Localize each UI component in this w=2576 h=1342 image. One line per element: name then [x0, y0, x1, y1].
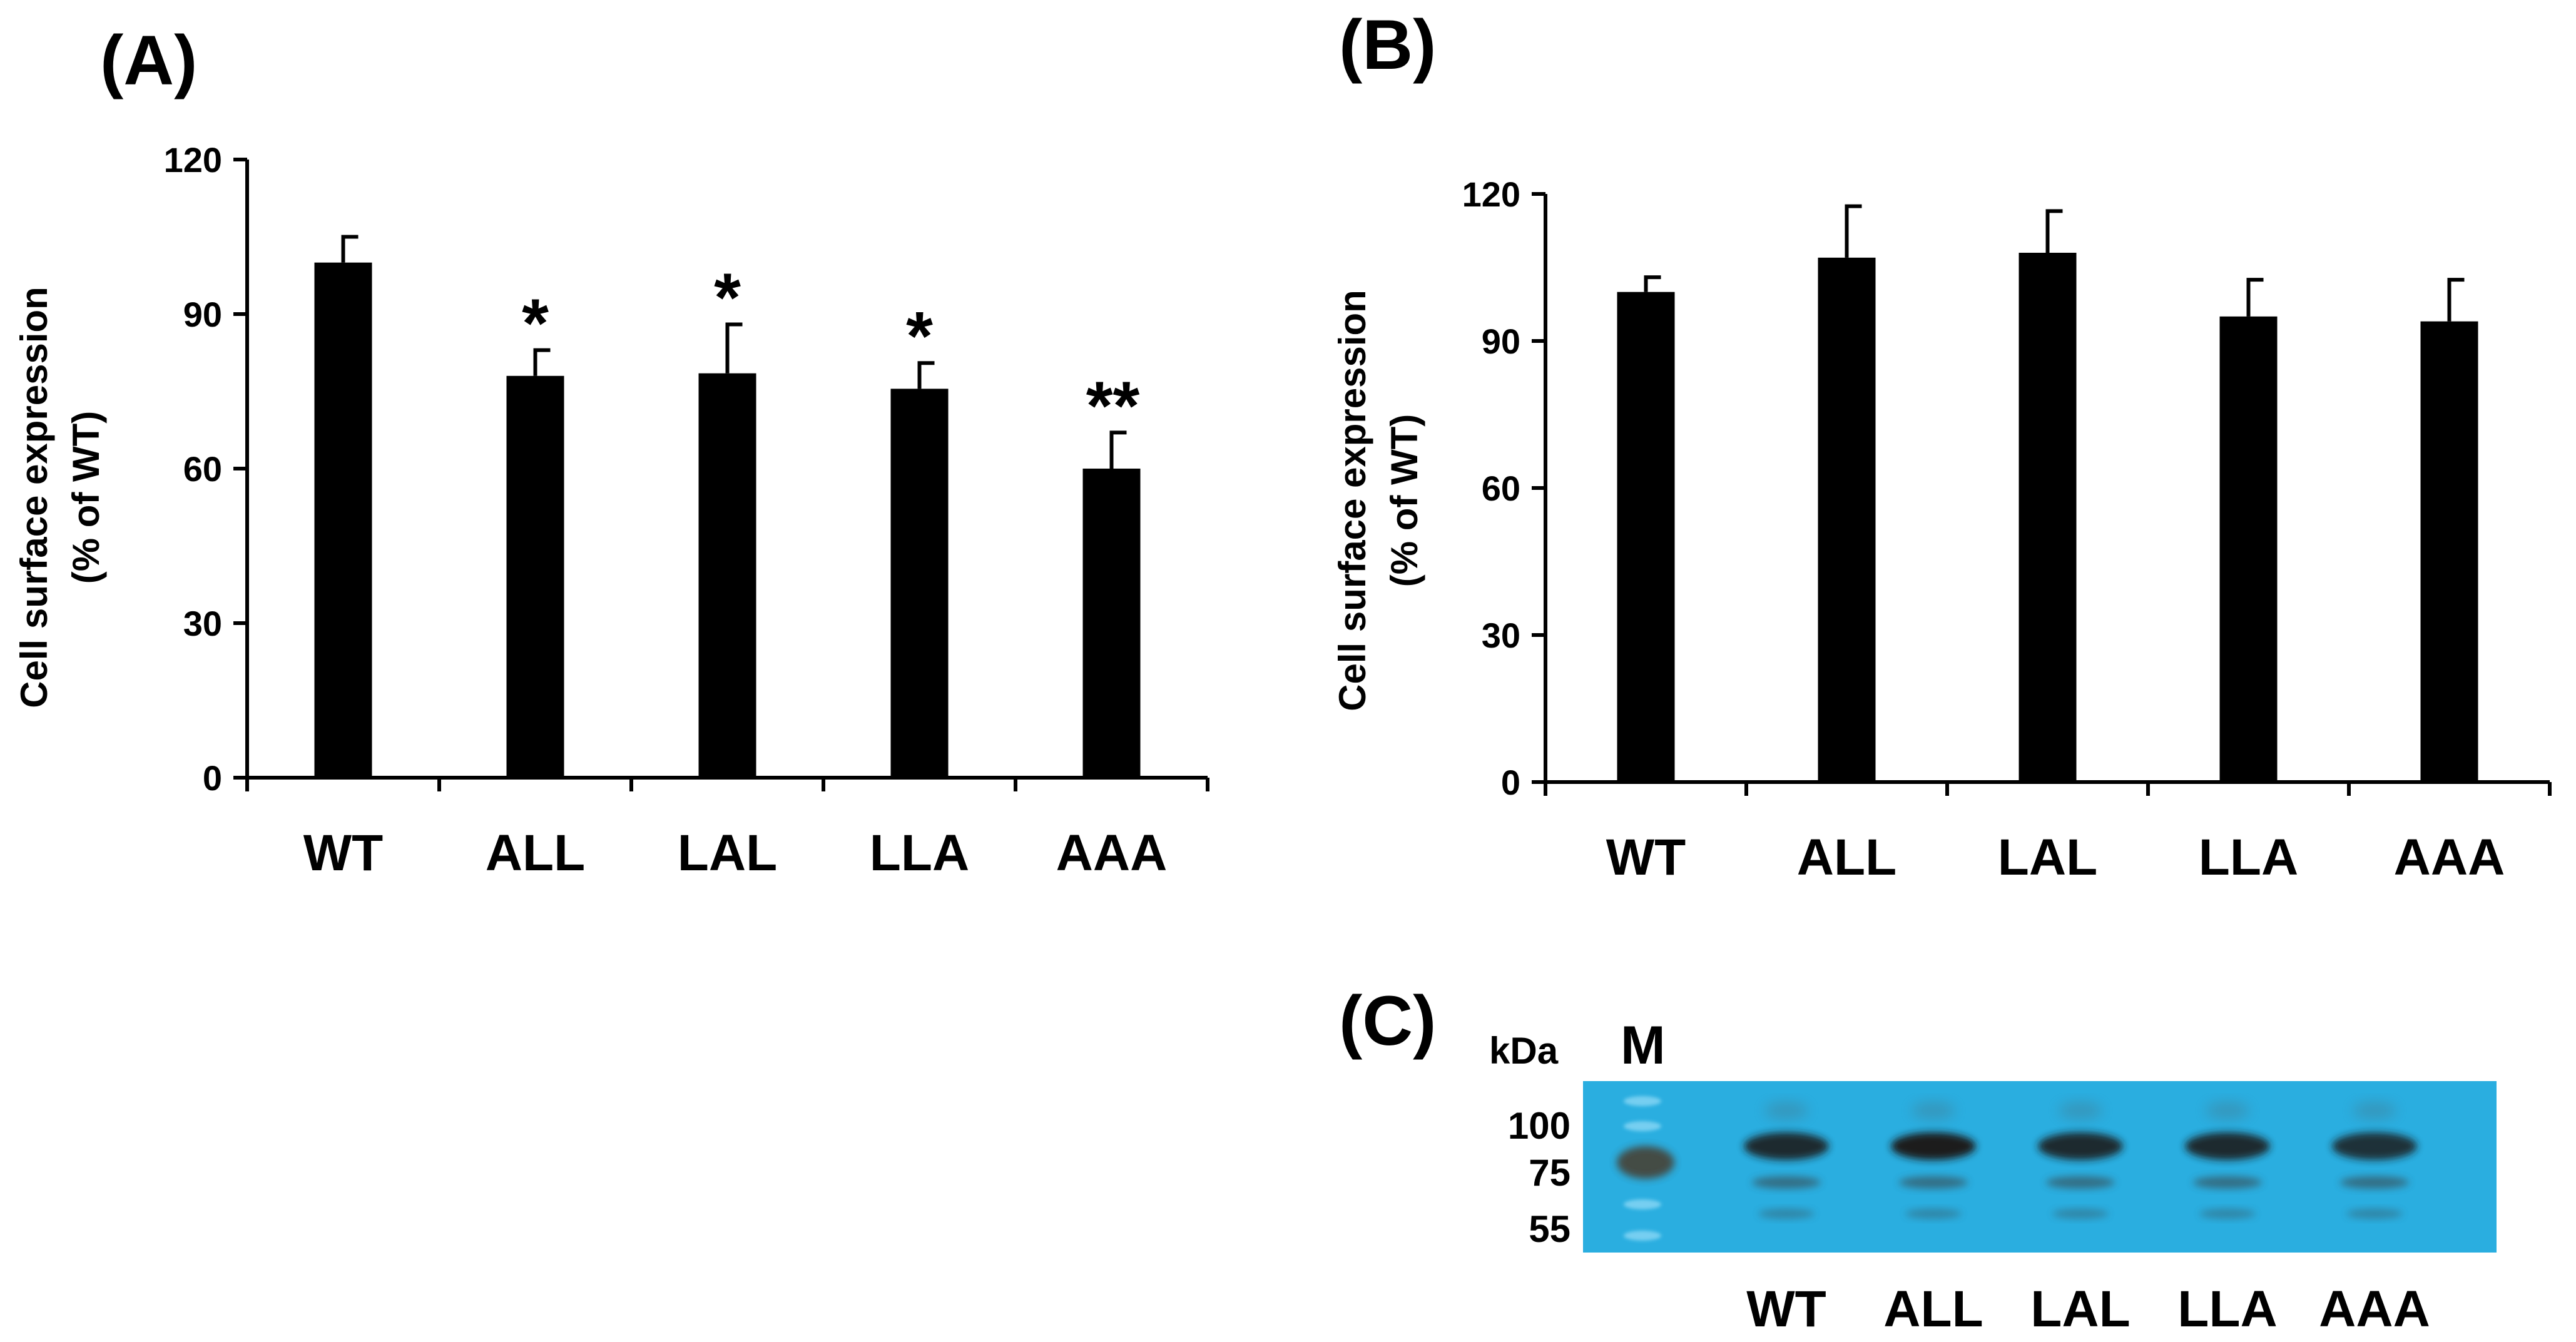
y-tick-label: 60: [1482, 469, 1520, 508]
lane-labels: WT ALL LAL LLA AAA: [1746, 1281, 2430, 1338]
bar-all: [506, 375, 564, 778]
y-tick-label: 30: [1482, 616, 1520, 655]
lane-label-all: ALL: [1883, 1281, 1983, 1338]
bar-lal: [2019, 253, 2077, 782]
marker-label: M: [1621, 1015, 1666, 1075]
bar-lla: [2219, 316, 2278, 782]
band-lower-wt: [1752, 1176, 1821, 1189]
x-tick-label-lla: LLA: [870, 825, 969, 882]
panel-label-c: (C): [1339, 982, 1436, 1060]
bar-all: [1818, 257, 1876, 782]
band-faint-wt: [1758, 1209, 1815, 1219]
significance-all: *: [522, 285, 549, 362]
blot-membrane: [1583, 1081, 2497, 1253]
y-tick-label: 90: [1482, 322, 1520, 361]
marker-size-75: 75: [1529, 1152, 1571, 1194]
y-tick-label: 0: [203, 758, 222, 798]
x-tick-labels-b: WT ALL LAL LLA AAA: [1606, 829, 2505, 886]
marker-ladder-band: [1624, 1231, 1661, 1241]
lane-label-wt: WT: [1746, 1281, 1826, 1338]
chart-panel-a: (A) Cell surface expression (% of WT) 0 3…: [13, 21, 1209, 882]
band-smear-aaa: [2353, 1102, 2396, 1119]
band-lower-lal: [2046, 1176, 2115, 1189]
band-main-lal: [2038, 1132, 2123, 1160]
bar-lla: [890, 389, 949, 778]
band-lower-all: [1899, 1176, 1968, 1189]
band-smear-lla: [2206, 1102, 2249, 1119]
marker-size-55: 55: [1529, 1208, 1571, 1250]
bars-b: [1617, 204, 2478, 783]
x-tick-label-aaa: AAA: [1056, 825, 1168, 882]
y-tick-label: 60: [183, 449, 222, 489]
band-faint-lal: [2052, 1209, 2109, 1219]
x-tick-label-all: ALL: [1797, 829, 1896, 886]
x-tick-label-all: ALL: [486, 825, 585, 882]
band-lower-aaa: [2340, 1176, 2409, 1189]
y-axis-label-a-line2: (% of WT): [65, 411, 107, 584]
lane-label-lla: LLA: [2177, 1281, 2277, 1338]
blot-bands: [1617, 1096, 2417, 1241]
x-tick-label-lal: LAL: [1998, 829, 2097, 886]
y-ticks-b: 0 30 60 90 120: [1462, 175, 1545, 802]
bar-aaa: [2420, 321, 2478, 782]
x-tick-label-lal: LAL: [678, 825, 777, 882]
marker-size-labels: 100 75 55: [1508, 1105, 1571, 1250]
bar-wt: [1617, 292, 1675, 783]
marker-ladder-band: [1624, 1199, 1661, 1209]
band-main-lla: [2185, 1132, 2270, 1160]
y-axis-label-b-line1: Cell surface expression: [1331, 290, 1373, 711]
band-smear-wt: [1764, 1102, 1808, 1119]
marker-ladder-band: [1624, 1121, 1661, 1131]
panel-label-b: (B): [1339, 6, 1436, 84]
chart-panel-b: (B) Cell surface expression (% of WT) 0 3…: [1331, 6, 2552, 886]
y-ticks-a: 0 30 60 90 120: [164, 140, 247, 798]
y-tick-label: 0: [1501, 763, 1520, 802]
panel-label-a: (A): [100, 21, 197, 99]
band-lower-lla: [2193, 1176, 2262, 1189]
bar-lal: [698, 373, 756, 778]
bar-wt: [314, 262, 372, 778]
marker-size-100: 100: [1508, 1105, 1571, 1147]
significance-aaa: **: [1086, 367, 1140, 444]
x-tick-label-wt: WT: [303, 825, 383, 882]
x-tick-label-aaa: AAA: [2394, 829, 2505, 886]
x-tick-label-lla: LLA: [2199, 829, 2298, 886]
y-axis-label-b-line2: (% of WT): [1383, 414, 1425, 587]
y-tick-label: 120: [164, 140, 222, 180]
x-tick-labels-a: WT ALL LAL LLA AAA: [303, 825, 1168, 882]
bar-aaa: [1082, 469, 1141, 778]
significance-lal: *: [714, 259, 741, 336]
lane-label-aaa: AAA: [2319, 1281, 2430, 1338]
band-main-wt: [1744, 1132, 1829, 1160]
band-main-aaa: [2332, 1132, 2417, 1160]
band-faint-lla: [2199, 1209, 2256, 1219]
kda-label: kDa: [1489, 1030, 1559, 1072]
marker-ladder-band: [1624, 1096, 1661, 1106]
band-faint-all: [1905, 1209, 1962, 1219]
bars-a: * ****: [314, 235, 1141, 778]
y-tick-label: 120: [1462, 175, 1520, 214]
y-tick-label: 90: [183, 295, 222, 334]
marker-band: [1617, 1146, 1674, 1179]
x-tick-label-wt: WT: [1606, 829, 1686, 886]
band-smear-lal: [2059, 1102, 2102, 1119]
band-faint-aaa: [2346, 1209, 2403, 1219]
band-smear-all: [1912, 1102, 1955, 1119]
y-axis-label-a-line1: Cell surface expression: [13, 287, 55, 708]
lane-label-lal: LAL: [2030, 1281, 2130, 1338]
band-main-all: [1891, 1132, 1976, 1160]
blot-panel-c: (C) kDa M 100 75 55 WT ALL LAL LLA AAA: [1339, 982, 2497, 1338]
significance-lla: *: [906, 298, 933, 375]
y-tick-label: 30: [183, 604, 222, 643]
